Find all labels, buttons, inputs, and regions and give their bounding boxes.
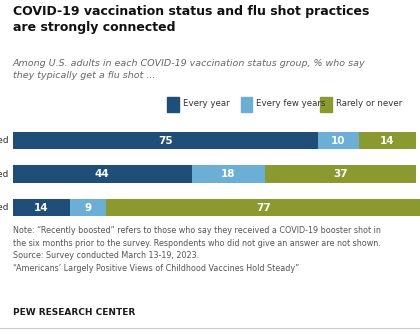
Text: 37: 37 [333,169,348,179]
Text: 77: 77 [256,203,270,213]
Text: Fully vaccinated, recently boosted: Fully vaccinated, recently boosted [0,136,8,145]
Bar [13,132,318,149]
Bar [168,97,179,112]
Text: PEW RESEARCH CENTER: PEW RESEARCH CENTER [13,308,135,317]
Text: 75: 75 [158,136,173,146]
Text: Among U.S. adults in each COVID-19 vaccination status group, % who say
they typi: Among U.S. adults in each COVID-19 vacci… [13,59,365,79]
Text: Note: “Recently boosted” refers to those who say they received a COVID-19 booste: Note: “Recently boosted” refers to those… [13,226,381,273]
Text: 10: 10 [331,136,346,146]
Bar [13,165,192,183]
Bar [359,132,416,149]
Text: Every few years: Every few years [256,99,326,108]
Text: Every year: Every year [183,99,229,108]
Text: 9: 9 [84,203,92,213]
Bar [320,97,332,112]
Bar [192,165,265,183]
Bar [13,199,70,216]
Bar [106,199,420,216]
Bar [241,97,252,112]
Text: Rarely or never: Rarely or never [336,99,402,108]
Bar [265,165,416,183]
Bar [70,199,106,216]
Text: Not vaccinated: Not vaccinated [0,203,8,212]
Text: 14: 14 [34,203,48,213]
Text: 14: 14 [380,136,395,146]
Text: 44: 44 [95,169,110,179]
Bar [318,132,359,149]
Text: 18: 18 [221,169,236,179]
Text: COVID-19 vaccination status and flu shot practices
are strongly connected: COVID-19 vaccination status and flu shot… [13,5,369,34]
Text: Fully vaccinated, not recently boosted: Fully vaccinated, not recently boosted [0,170,8,179]
